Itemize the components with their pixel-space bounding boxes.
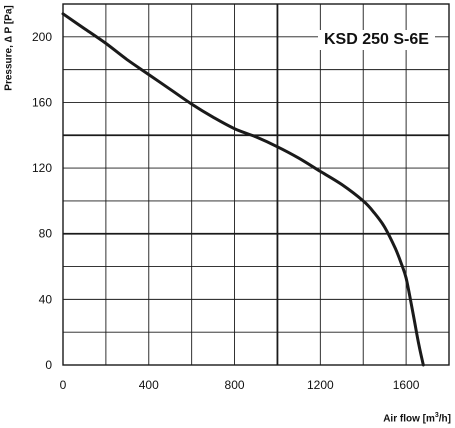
x-tick-label: 0 bbox=[60, 378, 67, 392]
y-tick-label: 160 bbox=[32, 95, 52, 109]
performance-curve bbox=[61, 12, 425, 367]
x-tick-label: 1600 bbox=[393, 378, 420, 392]
x-axis-label: Air flow [m3/h] bbox=[383, 412, 451, 424]
y-tick-label: 120 bbox=[32, 161, 52, 175]
y-tick-label: 80 bbox=[39, 227, 53, 241]
model-label: KSD 250 S-6E bbox=[318, 30, 435, 50]
y-tick-label: 40 bbox=[39, 292, 53, 306]
grid bbox=[63, 4, 449, 365]
x-tick-label: 1200 bbox=[307, 378, 334, 392]
x-axis-label-tail: /h] bbox=[438, 413, 451, 425]
y-tick-label: 200 bbox=[32, 30, 52, 44]
x-axis-label-main: Air flow [m bbox=[383, 413, 435, 425]
y-tick-label: 0 bbox=[45, 358, 52, 372]
plot-frame bbox=[62, 3, 450, 366]
x-axis-label-sup: 3 bbox=[434, 412, 439, 419]
x-tick-label: 800 bbox=[225, 378, 245, 392]
x-tick-label: 400 bbox=[139, 378, 159, 392]
tick-labels: 0 400 800 1200 1600 0 40 80 120 160 200 bbox=[32, 30, 420, 392]
